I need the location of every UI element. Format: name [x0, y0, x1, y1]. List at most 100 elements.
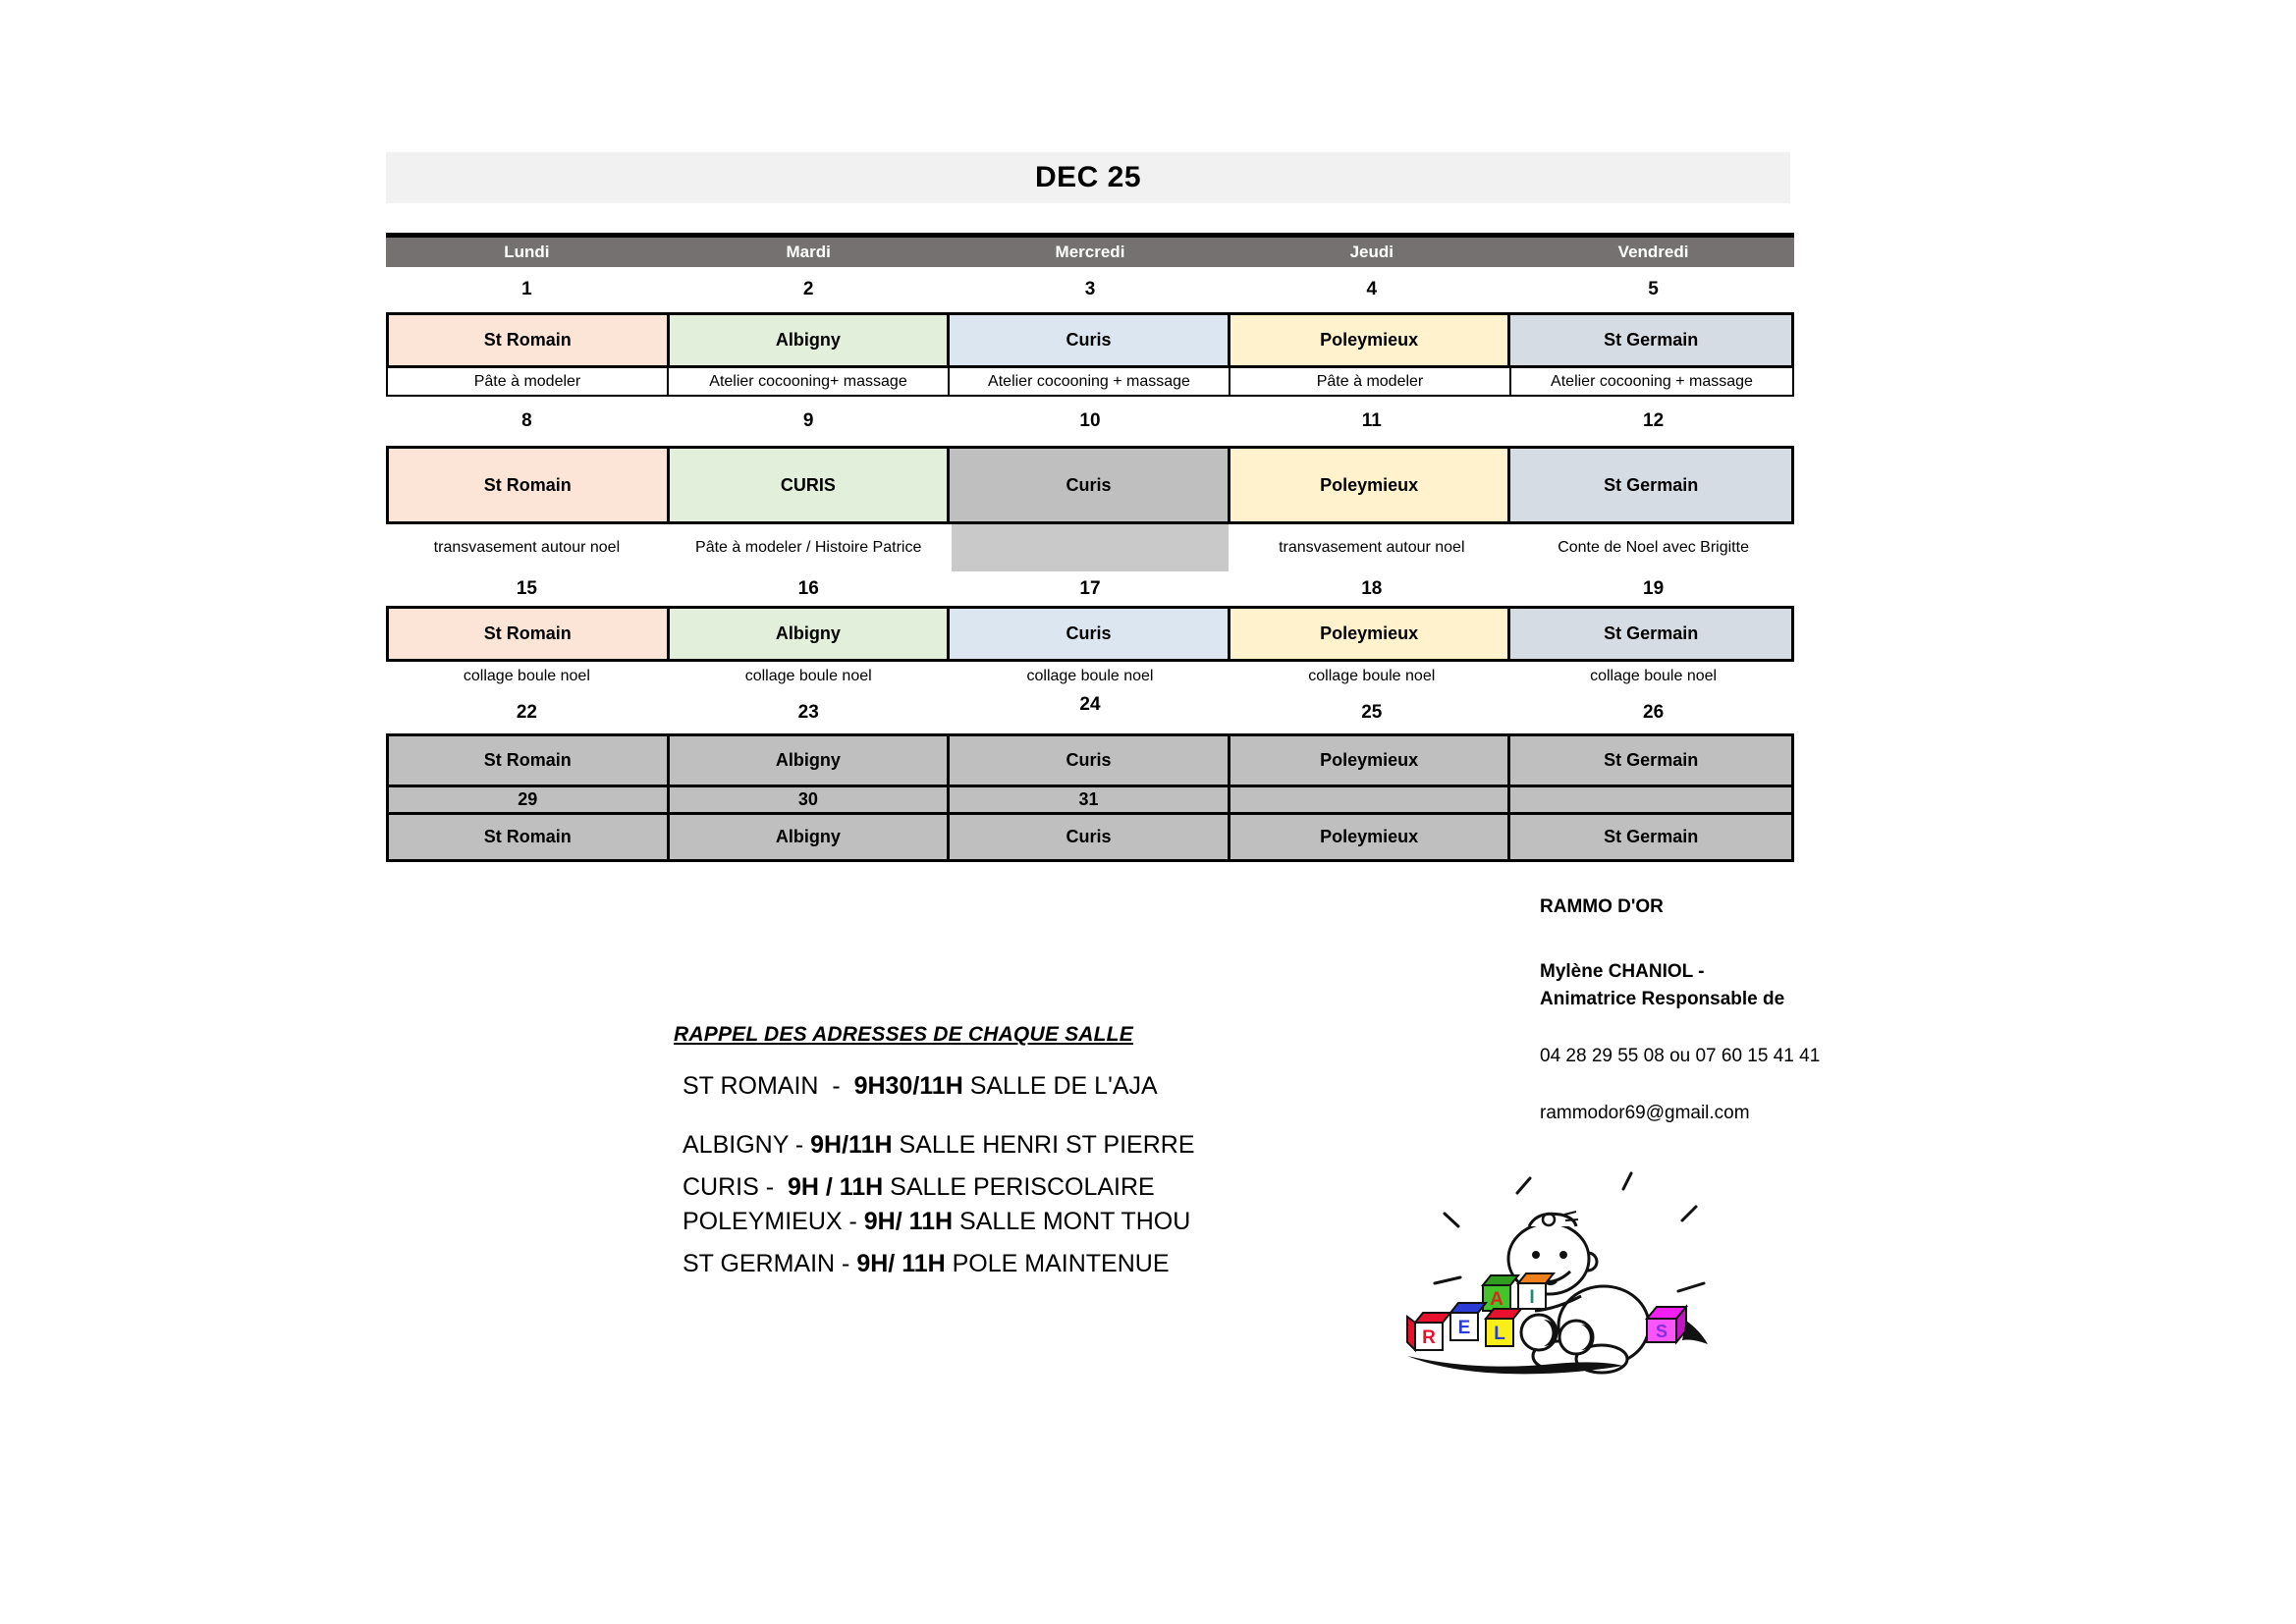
address-line-curis: CURIS - 9H / 11H SALLE PERISCOLAIRE	[683, 1173, 1155, 1201]
contact-phone: 04 28 29 55 08 ou 07 60 15 41 41	[1540, 1046, 1821, 1066]
svg-text:E: E	[1458, 1318, 1471, 1338]
day-number: 25	[1361, 701, 1383, 723]
svg-text:I: I	[1529, 1287, 1534, 1308]
day-number: 22	[516, 701, 537, 723]
day-numbers-row-week2: 8 9 10 11 12	[386, 397, 1794, 446]
location-cell: CURIS	[669, 449, 951, 521]
svg-text:L: L	[1494, 1324, 1505, 1344]
contact-email: rammodor69@gmail.com	[1540, 1103, 1750, 1123]
activity-cell: Pâte à modeler	[1230, 368, 1511, 395]
day-number: 11	[1361, 410, 1382, 431]
contact-role: Animatrice Responsable de	[1540, 989, 1785, 1009]
address-line-poleymieux: POLEYMIEUX - 9H/ 11H SALLE MONT THOU	[683, 1208, 1191, 1235]
location-cell-closed: Curis	[950, 736, 1230, 785]
location-cell: Curis	[950, 609, 1230, 659]
location-cell-closed: Curis	[950, 815, 1230, 859]
day-number: 31	[950, 787, 1230, 812]
locations-row-week4-closed: St Romain Albigny Curis Poleymieux St Ge…	[386, 733, 1794, 787]
location-cell-closed: Poleymieux	[1230, 815, 1511, 859]
activity-cell: Atelier cocooning+ massage	[669, 368, 950, 395]
locations-row-week5-closed: St Romain Albigny Curis Poleymieux St Ge…	[386, 812, 1794, 862]
activity-cell: collage boule noel	[1590, 668, 1718, 684]
day-number: 12	[1643, 410, 1665, 431]
location-cell: Albigny	[669, 609, 951, 659]
day-number: 10	[1079, 410, 1101, 431]
location-cell-closed: Albigny	[669, 815, 951, 859]
location-cell: Curis	[950, 315, 1230, 365]
day-number: 4	[1366, 279, 1378, 299]
address-line-st-romain: ST ROMAIN - 9H30/11H SALLE DE L'AJA	[683, 1072, 1158, 1100]
activities-row-week3: collage boule noel collage boule noel co…	[386, 662, 1794, 691]
activity-cell: collage boule noel	[463, 668, 590, 684]
contact-block: RAMMO D'OR Mylène CHANIOL - Animatrice R…	[1540, 893, 1820, 1127]
activity-cell: transvasement autour noel	[1279, 539, 1465, 556]
locations-row-week3: St Romain Albigny Curis Poleymieux St Ge…	[386, 606, 1794, 662]
location-cell: St Germain	[1510, 449, 1791, 521]
activity-cell-closed	[951, 524, 1230, 571]
contact-person: Mylène CHANIOL -	[1540, 961, 1705, 982]
day-number: 19	[1643, 577, 1665, 599]
location-cell: Poleymieux	[1230, 609, 1511, 659]
activity-cell: collage boule noel	[1308, 668, 1436, 684]
weekday-header-lundi: Lundi	[504, 243, 550, 261]
month-title-banner: DEC 25	[386, 152, 1790, 203]
address-line-albigny: ALBIGNY - 9H/11H SALLE HENRI ST PIERRE	[683, 1131, 1195, 1159]
location-cell-closed: St Romain	[389, 736, 670, 785]
addresses-title: RAPPEL DES ADRESSES DE CHAQUE SALLE	[674, 1023, 1133, 1046]
location-cell-closed: Curis	[950, 449, 1230, 521]
day-number: 5	[1648, 279, 1659, 299]
day-number: 9	[802, 410, 814, 431]
day-number: 29	[389, 787, 670, 812]
day-number: 16	[797, 577, 819, 599]
activity-cell: Conte de Noel avec Brigitte	[1558, 539, 1749, 556]
location-cell: St Germain	[1510, 609, 1791, 659]
svg-text:A: A	[1490, 1289, 1503, 1310]
activity-cell: Atelier cocooning + massage	[950, 368, 1230, 395]
location-cell-closed: St Germain	[1510, 736, 1791, 785]
location-cell: Albigny	[669, 315, 951, 365]
activities-row-week2: transvasement autour noel Pâte à modeler…	[386, 524, 1794, 571]
activity-cell: transvasement autour noel	[433, 539, 621, 556]
day-numbers-row-week3: 15 16 17 18 19	[386, 571, 1794, 606]
activities-row-week1: Pâte à modeler Atelier cocooning+ massag…	[386, 366, 1794, 397]
month-title: DEC 25	[1034, 161, 1142, 193]
day-number: 24	[1079, 693, 1101, 715]
location-cell: St Romain	[389, 449, 670, 521]
weekday-header-mardi: Mardi	[786, 243, 831, 261]
weekday-header-jeudi: Jeudi	[1349, 243, 1394, 261]
day-numbers-row-week1: 1 2 3 4 5	[386, 267, 1794, 312]
weekday-header-vendredi: Vendredi	[1617, 243, 1689, 261]
day-number: 15	[516, 577, 537, 599]
day-number: 3	[1084, 279, 1096, 299]
activity-cell: Pâte à modeler / Histoire Patrice	[695, 539, 922, 556]
day-number-empty	[1230, 787, 1511, 812]
location-cell-closed: Poleymieux	[1230, 736, 1511, 785]
baby-blocks-illustration: A I R E L S	[1406, 1171, 1708, 1375]
location-cell: Poleymieux	[1230, 315, 1511, 365]
location-cell-closed: St Romain	[389, 815, 670, 859]
day-number: 8	[521, 410, 532, 431]
activity-cell: collage boule noel	[744, 668, 872, 684]
day-number: 18	[1361, 577, 1383, 599]
activity-cell: Pâte à modeler	[388, 368, 669, 395]
addresses-block: RAPPEL DES ADRESSES DE CHAQUE SALLE ST R…	[671, 1023, 1299, 1308]
day-numbers-row-week5-closed: 29 30 31	[386, 785, 1794, 815]
calendar-table: Lundi Mardi Mercredi Jeudi Vendredi 1 2 …	[386, 233, 1794, 862]
location-cell: St Germain	[1510, 315, 1791, 365]
day-numbers-row-week4: 22 23 24 25 26	[386, 691, 1794, 733]
svg-text:R: R	[1422, 1327, 1436, 1348]
day-number: 30	[670, 787, 951, 812]
activity-cell: Atelier cocooning + massage	[1551, 372, 1753, 390]
svg-text:S: S	[1656, 1322, 1667, 1341]
day-number: 1	[521, 279, 532, 299]
organisation-name: RAMMO D'OR	[1540, 896, 1664, 917]
weekday-header-mercredi: Mercredi	[1055, 243, 1125, 261]
location-cell: St Romain	[389, 609, 670, 659]
locations-row-week2: St Romain CURIS Curis Poleymieux St Germ…	[386, 446, 1794, 524]
location-cell-closed: Albigny	[669, 736, 951, 785]
activity-cell: collage boule noel	[1026, 668, 1154, 684]
day-number: 17	[1079, 577, 1101, 599]
locations-row-week1: St Romain Albigny Curis Poleymieux St Ge…	[386, 312, 1794, 368]
day-number: 26	[1643, 701, 1665, 723]
